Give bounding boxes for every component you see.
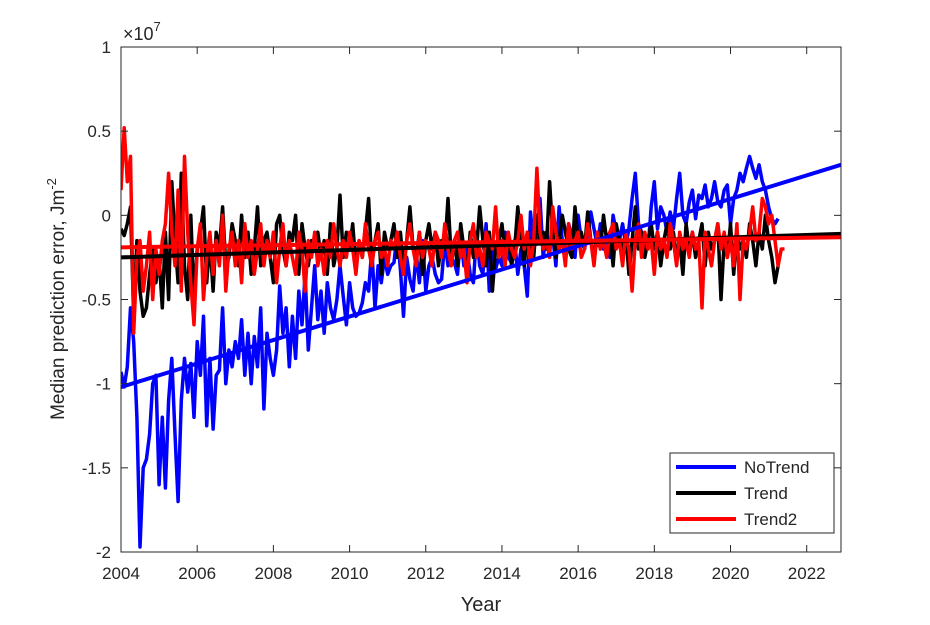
x-tick-label: 2020 bbox=[712, 564, 750, 583]
exponent-label-power: 7 bbox=[154, 19, 161, 34]
x-tick-label: 2022 bbox=[788, 564, 826, 583]
x-tick-label: 2008 bbox=[254, 564, 292, 583]
legend-label-trend: Trend bbox=[744, 484, 788, 503]
y-tick-label: 0.5 bbox=[87, 122, 111, 141]
axes-layer: 2004 2006 2008 2010 2012 2014 2016 2018 2020 2022… bbox=[82, 38, 842, 583]
y-axis-label-superscript: -2 bbox=[44, 178, 59, 190]
x-tick-label: 2016 bbox=[559, 564, 597, 583]
plot-area bbox=[121, 126, 841, 549]
trend-line-notrend bbox=[121, 162, 841, 389]
exponent-label-base: ×10 bbox=[123, 24, 154, 44]
y-tick-label: 0 bbox=[102, 206, 111, 225]
x-tick-label: 2010 bbox=[331, 564, 369, 583]
x-tick-label: 2014 bbox=[483, 564, 521, 583]
legend: NoTrend Trend Trend2 bbox=[669, 452, 835, 534]
legend-label-notrend: NoTrend bbox=[744, 458, 810, 477]
trend-line-trend2 bbox=[121, 235, 841, 250]
x-axis-label: Year bbox=[461, 594, 502, 616]
y-tick-label: -0.5 bbox=[82, 291, 111, 310]
x-tick-label: 2012 bbox=[407, 564, 445, 583]
x-tick-label: 2004 bbox=[102, 564, 140, 583]
y-tick-label: -1.5 bbox=[82, 459, 111, 478]
x-tick-label: 2018 bbox=[635, 564, 673, 583]
exponent-label: ×107 bbox=[123, 19, 161, 44]
y-axis-label-main: Median prediction error, Jm bbox=[48, 190, 69, 420]
series-line-trend2 bbox=[121, 126, 785, 335]
y-tick-label: 1 bbox=[102, 38, 111, 57]
x-tick-label: 2006 bbox=[178, 564, 216, 583]
y-tick-label: -2 bbox=[96, 543, 111, 562]
y-axis-label: Median prediction error, Jm-2 bbox=[44, 178, 69, 420]
legend-label-trend2: Trend2 bbox=[744, 510, 797, 529]
y-tick-label: -1 bbox=[96, 375, 111, 394]
series-layer bbox=[121, 126, 841, 549]
